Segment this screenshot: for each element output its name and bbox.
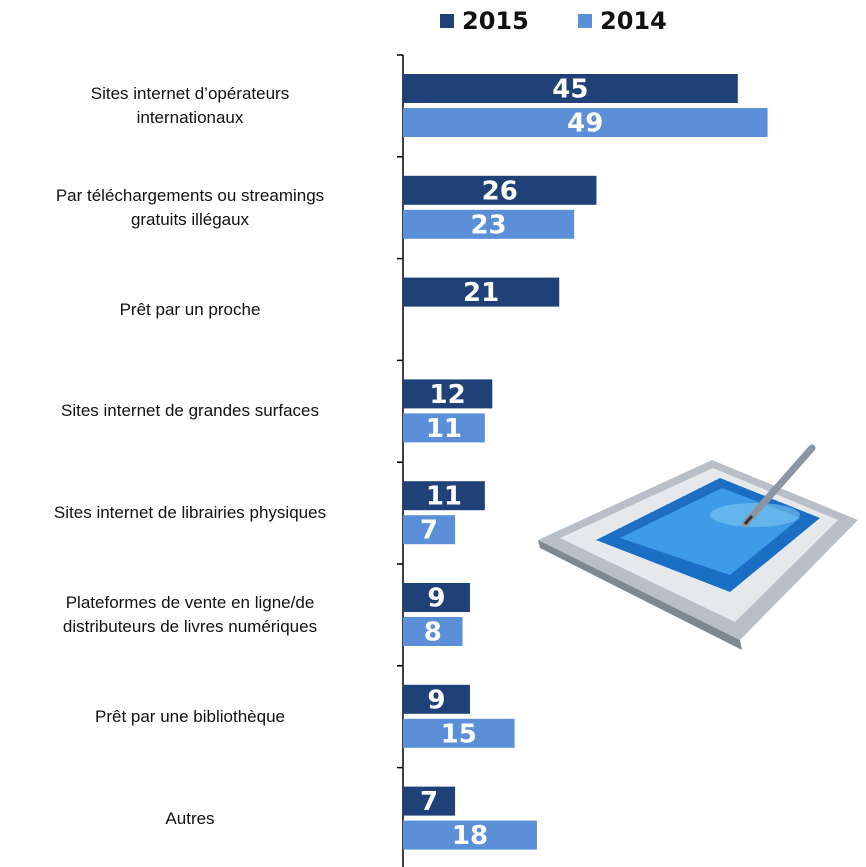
legend-swatch bbox=[440, 14, 454, 28]
bar bbox=[403, 413, 485, 443]
tablet-illustration bbox=[538, 444, 858, 650]
bar bbox=[403, 617, 463, 646]
value-label: 49 bbox=[567, 109, 603, 139]
category-label: Sites internet de librairies physiques bbox=[53, 503, 327, 523]
value-label: 9 bbox=[427, 584, 445, 614]
bar bbox=[403, 379, 493, 409]
value-label: 7 bbox=[420, 787, 438, 817]
value-label: 11 bbox=[426, 414, 462, 444]
category-label: Plateformes de vente en ligne/de distrib… bbox=[62, 593, 318, 636]
category-label: Par téléchargements ou streamings gratui… bbox=[55, 185, 325, 229]
category-label: Prêt par un proche bbox=[119, 299, 261, 319]
bar bbox=[403, 74, 738, 103]
value-label: 45 bbox=[552, 75, 588, 105]
category-label: Prêt par une bibliothèque bbox=[95, 706, 285, 726]
value-label: 15 bbox=[441, 719, 477, 749]
bar bbox=[403, 684, 470, 714]
bar bbox=[403, 515, 456, 545]
category-label: Sites internet de grandes surfaces bbox=[61, 401, 319, 421]
bar bbox=[403, 718, 515, 748]
value-label: 23 bbox=[470, 210, 506, 240]
legend-swatch bbox=[578, 14, 592, 28]
category-label: Autres bbox=[165, 808, 215, 828]
bar bbox=[403, 583, 470, 612]
value-label: 8 bbox=[424, 618, 442, 648]
value-label: 7 bbox=[420, 516, 438, 546]
bar bbox=[403, 820, 537, 850]
value-label: 21 bbox=[463, 278, 499, 308]
bar bbox=[403, 277, 560, 307]
value-label: 26 bbox=[482, 176, 518, 206]
value-label: 12 bbox=[430, 380, 466, 410]
value-label: 9 bbox=[427, 685, 445, 715]
value-label: 18 bbox=[452, 821, 488, 851]
bar bbox=[403, 108, 768, 137]
category-label: Sites internet d’opérateurs internationa… bbox=[90, 84, 290, 127]
legend-label: 2014 bbox=[600, 7, 667, 35]
bar bbox=[403, 786, 456, 816]
bar bbox=[403, 175, 597, 205]
bar bbox=[403, 481, 485, 511]
value-label: 11 bbox=[426, 482, 462, 512]
bar bbox=[403, 209, 575, 239]
legend-label: 2015 bbox=[462, 7, 529, 35]
